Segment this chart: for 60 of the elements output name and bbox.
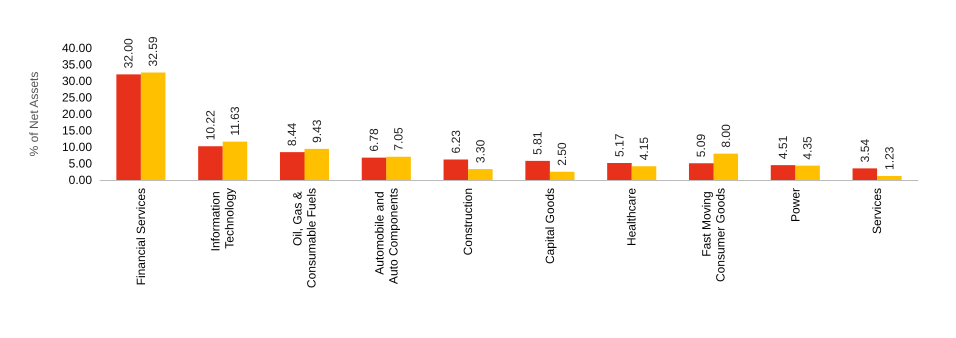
bar <box>304 148 330 180</box>
bar <box>116 74 141 180</box>
bar <box>198 146 223 180</box>
bar <box>714 154 738 180</box>
data-label: 10.22 <box>203 110 218 140</box>
x-tick-label: Oil, Gas & Consumable Fuels <box>290 188 318 288</box>
data-label: 5.81 <box>530 131 545 155</box>
bar <box>222 142 248 180</box>
bar <box>632 166 656 180</box>
data-label: 3.54 <box>858 138 872 162</box>
y-tick-label: 25.00 <box>62 90 92 104</box>
bar <box>280 152 304 180</box>
data-label: 3.30 <box>473 139 488 164</box>
bar <box>795 166 820 180</box>
bar <box>140 72 166 180</box>
bar <box>468 169 493 180</box>
data-label: 32.00 <box>122 38 136 68</box>
data-label: 6.23 <box>448 130 463 154</box>
bar <box>770 165 796 180</box>
bar <box>525 160 550 180</box>
y-axis-title: % of Net Assets <box>27 72 41 156</box>
bar <box>550 172 574 180</box>
bar <box>688 163 714 180</box>
y-tick-label: 0.00 <box>68 173 92 187</box>
data-label: 4.15 <box>636 136 651 160</box>
x-tick-label: Capital Goods <box>542 188 557 264</box>
y-tick-label: 5.00 <box>68 156 92 170</box>
data-label: 6.78 <box>367 128 382 152</box>
bar <box>362 158 386 180</box>
data-label: 4.35 <box>800 136 815 160</box>
x-tick-label: Power <box>788 188 802 222</box>
y-tick-label: 35.00 <box>62 58 92 72</box>
bar <box>386 156 411 180</box>
x-tick-label: Construction <box>461 188 476 256</box>
x-tick-label: Services <box>870 188 884 234</box>
data-label: 5.17 <box>612 133 626 157</box>
y-tick-label: 10.00 <box>62 140 92 154</box>
x-tick-label: Automobile and Auto Components <box>372 188 400 284</box>
x-tick-label: Healthcare <box>624 188 639 246</box>
y-tick-label: 15.00 <box>62 124 92 138</box>
bar <box>877 176 902 180</box>
data-label: 8.44 <box>285 122 300 146</box>
bar <box>852 168 878 180</box>
y-tick-label: 30.00 <box>62 74 92 88</box>
data-label: 4.51 <box>776 135 790 160</box>
data-label: 11.63 <box>228 106 242 136</box>
y-tick-label: 20.00 <box>62 107 92 121</box>
x-tick-label: Fast Moving Consumer Goods <box>700 188 728 282</box>
bar <box>444 159 468 180</box>
x-tick-label: Information Technology <box>208 188 237 252</box>
data-label: 7.05 <box>392 127 406 151</box>
x-tick-label: Financial Services <box>134 188 148 286</box>
y-tick-label: 40.00 <box>62 41 92 55</box>
data-label: 8.00 <box>718 124 733 148</box>
data-label: 1.23 <box>882 146 896 170</box>
data-label: 32.59 <box>146 36 160 66</box>
data-label: 9.43 <box>310 119 324 143</box>
bar <box>607 162 632 180</box>
data-label: 2.50 <box>555 142 570 166</box>
data-label: 5.09 <box>694 134 708 158</box>
